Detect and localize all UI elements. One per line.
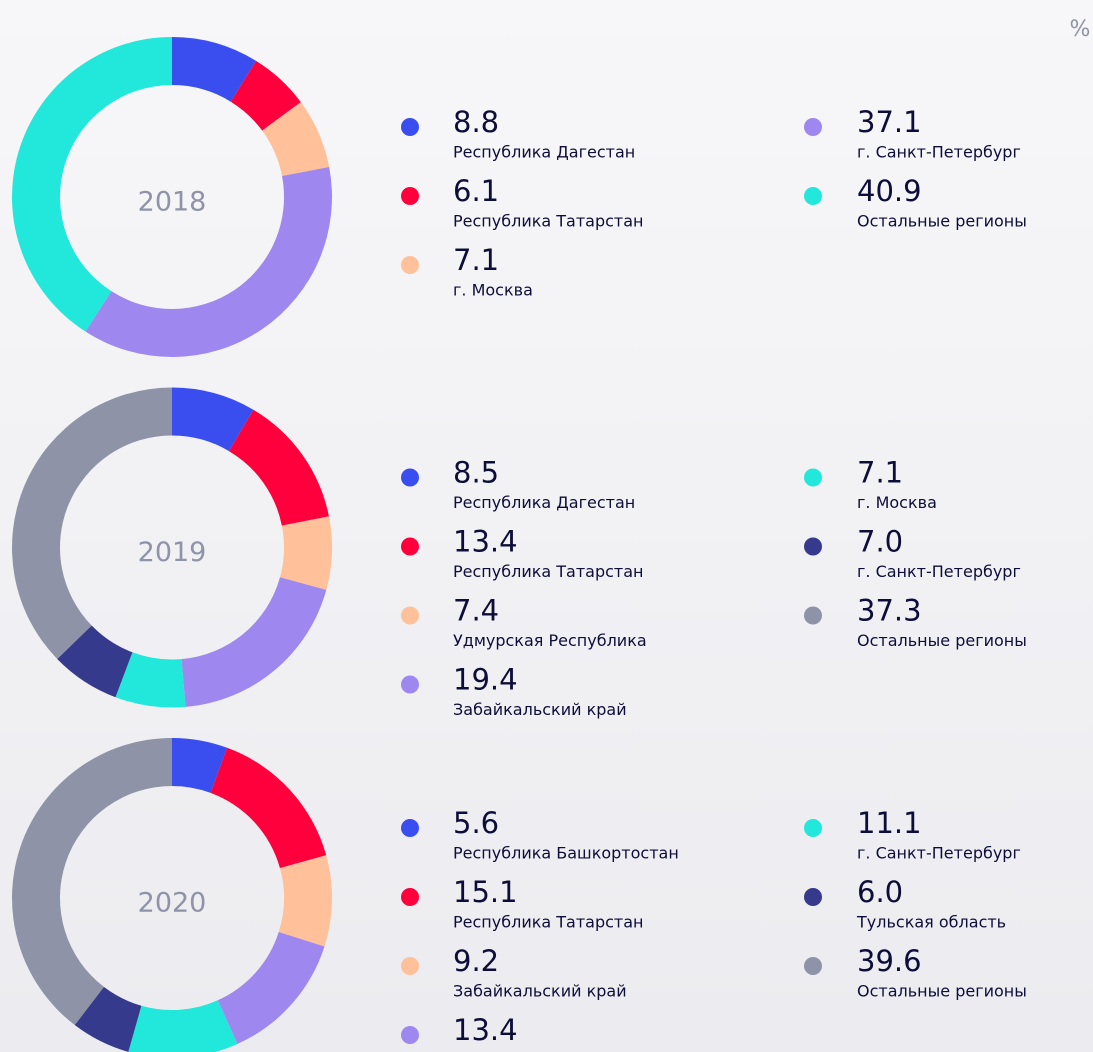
legend-label: Тульская область (856, 913, 1006, 932)
legend-dot (401, 187, 419, 205)
legend-value: 37.3 (857, 594, 922, 628)
legend-dot (804, 537, 822, 556)
legend-dot (804, 468, 822, 487)
legend-value: 15.1 (453, 875, 518, 909)
legend-label: Удмурская Республика (453, 631, 647, 650)
legend-dot (401, 957, 419, 975)
donut-segment (57, 625, 133, 698)
legend-value: 6.1 (453, 174, 499, 208)
legend-dot (401, 606, 419, 625)
legend-value: 8.8 (453, 105, 499, 139)
legend-dot (804, 888, 822, 906)
legend-label: Республика Татарстан (453, 913, 644, 932)
legend-value: 13.4 (453, 525, 518, 559)
legend-dot (401, 1026, 419, 1044)
legend-label: г. Москва (453, 281, 533, 300)
legend-value: 6.0 (857, 875, 903, 909)
legend-label: Остальные регионы (857, 982, 1027, 1001)
legend-dot (401, 537, 419, 556)
legend-value: 9.2 (453, 944, 499, 978)
legend-dot (804, 118, 822, 136)
donut-segment (172, 37, 257, 102)
legend-dot (401, 819, 419, 837)
legend-dot (401, 675, 419, 694)
donut-segment (228, 409, 329, 526)
legend-value: 7.1 (453, 243, 499, 277)
legend-value: 37.1 (857, 105, 922, 139)
legend-label: Республика Дагестан (453, 143, 635, 162)
unit-label: % (1070, 17, 1091, 42)
legend-dot (401, 118, 419, 136)
legend-label: Республика Татарстан (453, 562, 644, 581)
donut-segment (128, 1000, 238, 1052)
donut-segment (12, 738, 173, 1026)
legend-value: 39.6 (857, 944, 922, 978)
legend-label: Остальные регионы (857, 631, 1027, 650)
donut-segment (74, 986, 142, 1052)
legend-label: г. Санкт-Петербург (857, 844, 1021, 863)
legend-dot (804, 187, 822, 205)
legend-dot (804, 957, 822, 975)
legend-label: г. Санкт-Петербург (857, 143, 1021, 162)
legend-label: г. Санкт-Петербург (857, 562, 1021, 581)
donut-segment (115, 652, 186, 708)
legend-value: 7.1 (857, 456, 903, 490)
legend-label: г. Москва (857, 493, 937, 512)
donut-segment (85, 167, 333, 358)
donut-year: 2019 (138, 537, 207, 568)
donut-segment (217, 931, 325, 1045)
donut-year: 2020 (138, 888, 207, 919)
legend-label: Республика Дагестан (453, 493, 635, 512)
legend-label: Республика Татарстан (453, 212, 644, 231)
donut-segment (279, 516, 332, 590)
donut-year: 2018 (138, 187, 207, 218)
legend-dot (804, 606, 822, 625)
legend-dot (401, 256, 419, 274)
donut-segment (262, 102, 330, 177)
legend-value: 40.9 (857, 174, 922, 208)
legend-value: 13.4 (453, 1013, 518, 1047)
legend-label: Забайкальский край (453, 982, 627, 1001)
legend-dot (401, 888, 419, 906)
legend-value: 8.5 (453, 456, 499, 490)
donut-segment (11, 387, 172, 659)
donut-segment (230, 60, 301, 131)
donut-segment (210, 747, 327, 869)
legend-value: 11.1 (857, 806, 922, 840)
donut-segment (172, 387, 254, 452)
legend-dot (401, 468, 419, 487)
donut-segment (11, 37, 172, 332)
legend-label: Остальные регионы (857, 212, 1027, 231)
legend-label: Забайкальский край (453, 700, 627, 719)
legend-value: 7.4 (453, 594, 499, 628)
legend-value: 19.4 (453, 663, 518, 697)
legend-dot (804, 819, 822, 837)
donut-segment (181, 577, 327, 707)
legend-label: Республика Башкортостан (453, 844, 679, 863)
donut-segment (278, 855, 333, 947)
legend-value: 5.6 (453, 806, 499, 840)
legend-label: г. Москва (453, 1051, 533, 1052)
donut-segment (172, 738, 228, 793)
legend-value: 7.0 (857, 525, 903, 559)
